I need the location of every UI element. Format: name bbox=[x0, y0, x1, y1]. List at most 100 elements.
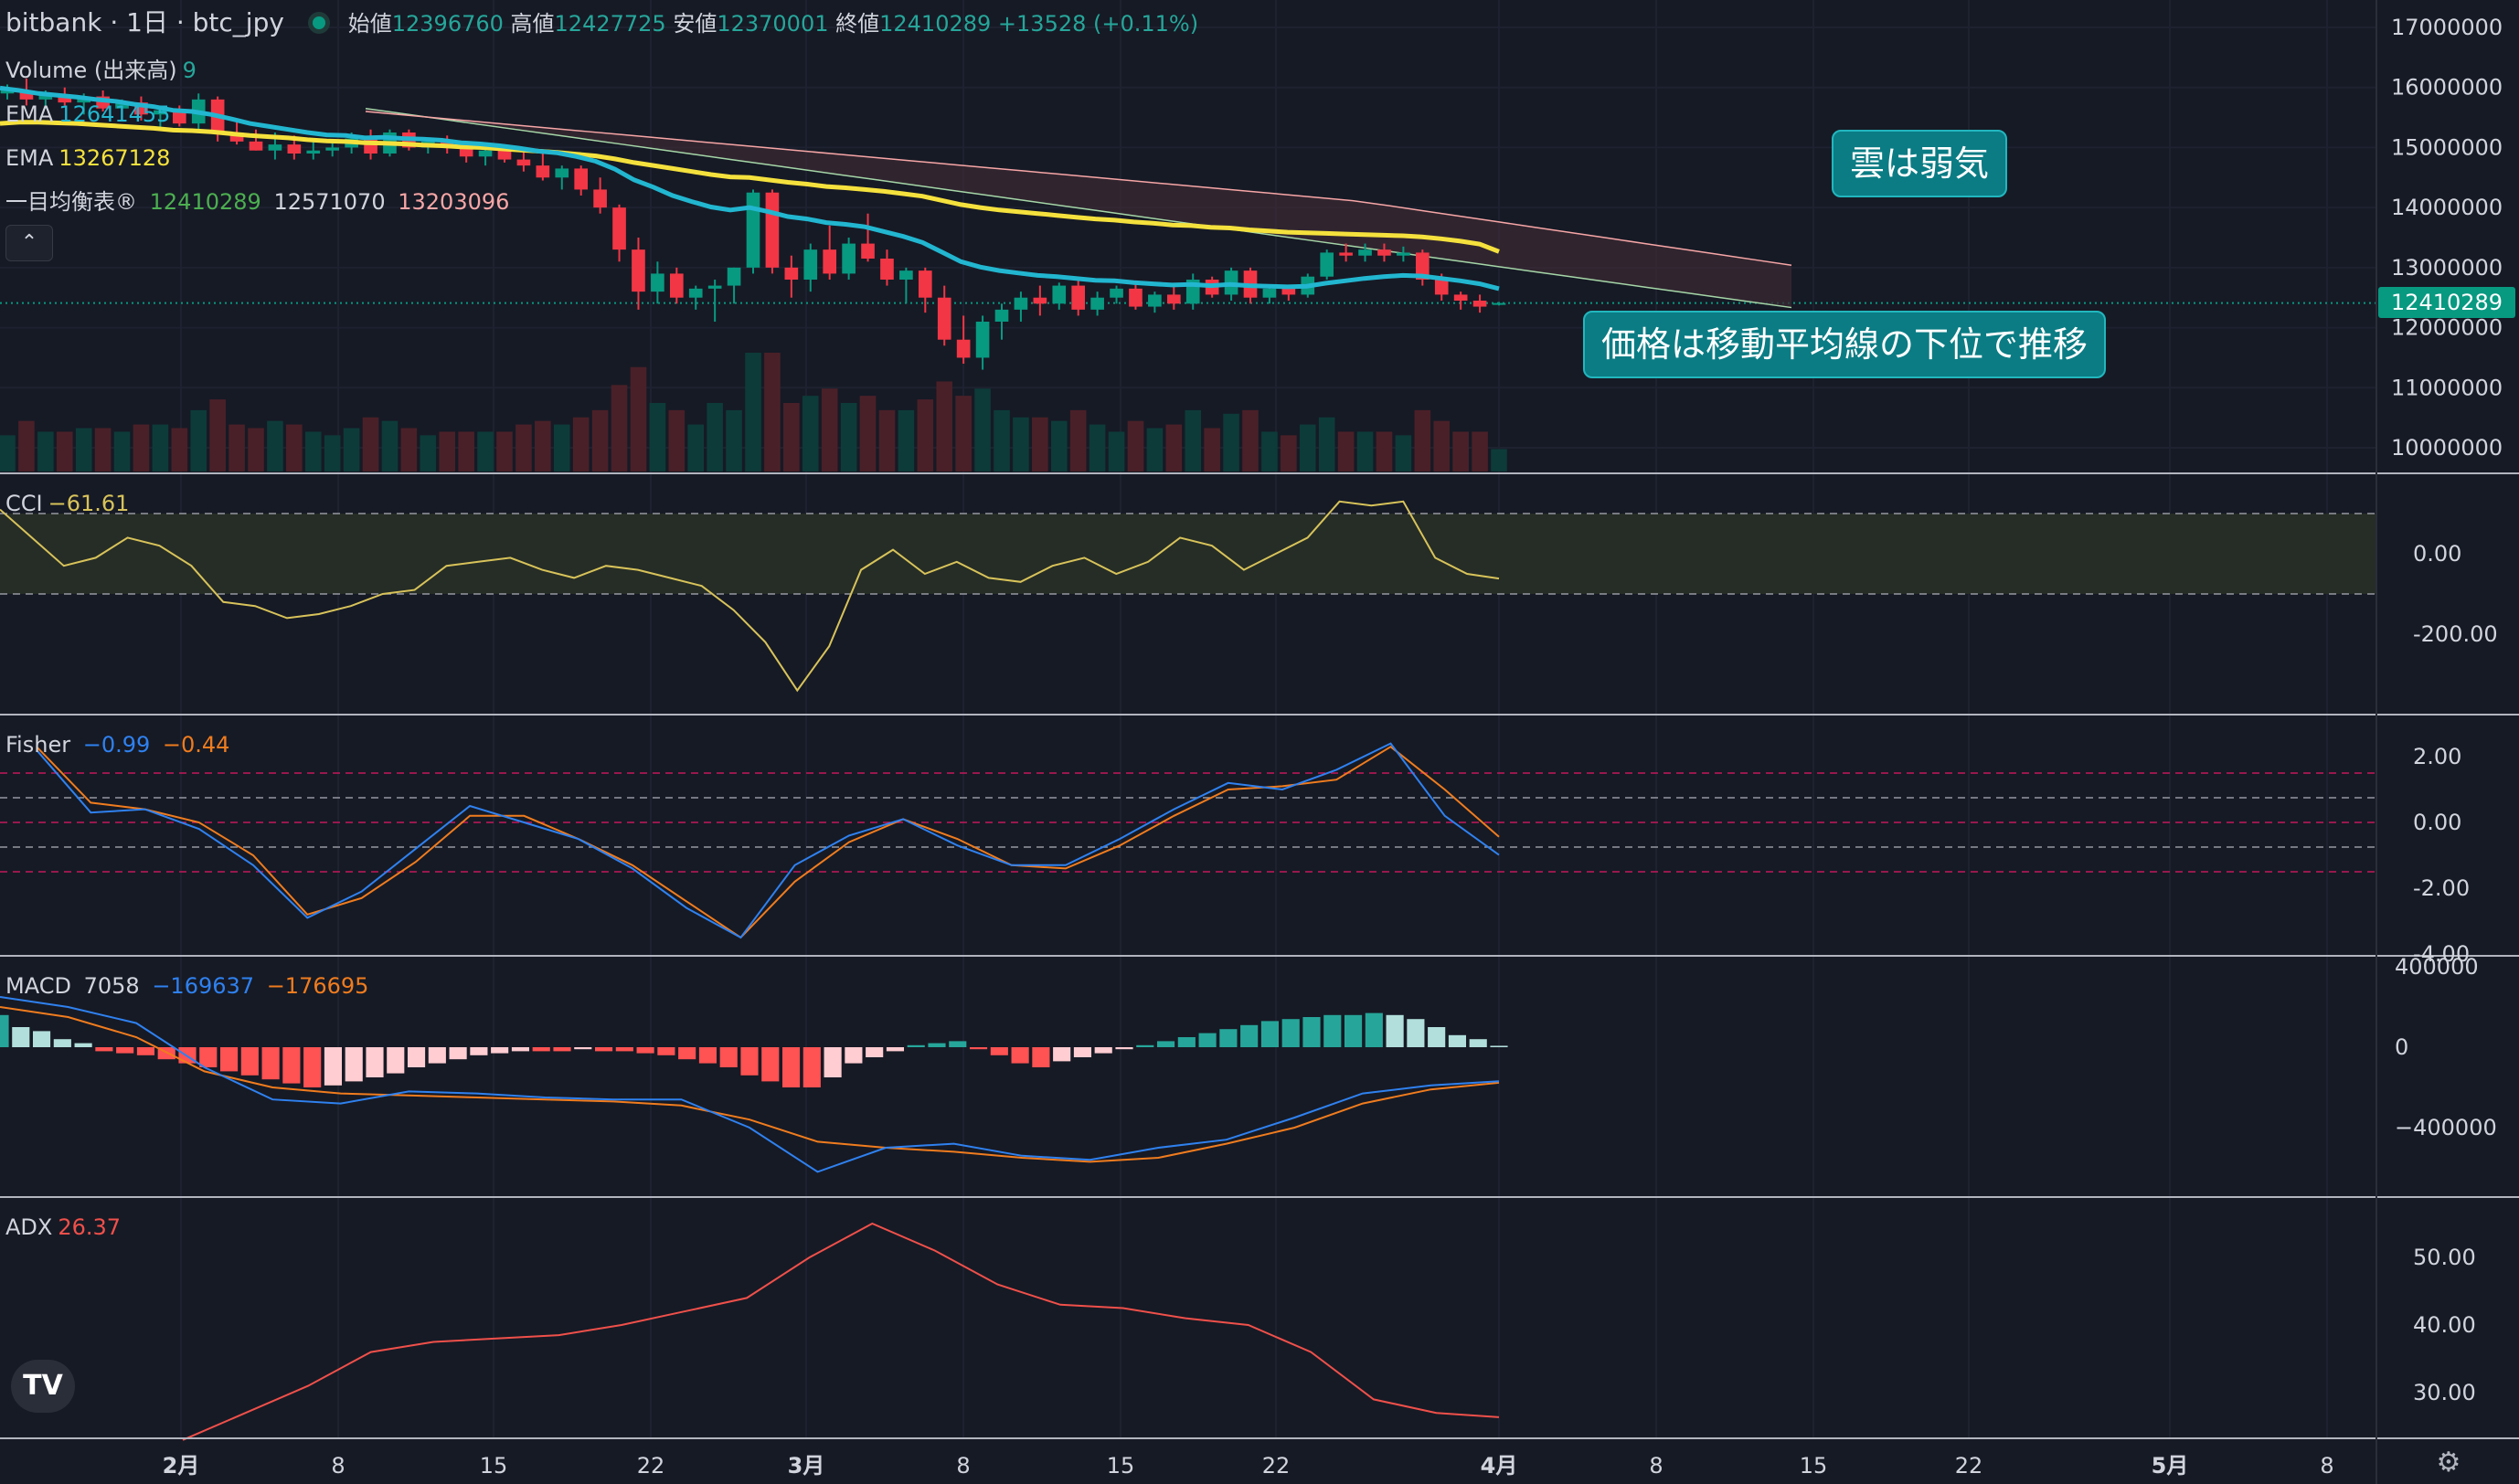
candle-body bbox=[306, 150, 321, 154]
price-pane[interactable] bbox=[0, 78, 1792, 472]
cci-value: −61.61 bbox=[48, 491, 130, 516]
macd-legend[interactable]: MACD 7058 −169637 −176695 bbox=[5, 972, 368, 1000]
macd-hist-bar bbox=[1407, 1019, 1425, 1047]
adx-legend[interactable]: ADX 26.37 bbox=[5, 1214, 121, 1241]
y-tick-label: 0.00 bbox=[2413, 810, 2461, 835]
y-tick-label: 16000000 bbox=[2391, 75, 2503, 101]
macd-hist-bar bbox=[219, 1047, 239, 1072]
x-tick-label: 15 bbox=[1107, 1453, 1135, 1479]
open-label: 始値 bbox=[347, 11, 392, 37]
candle-body bbox=[287, 144, 302, 154]
macd-hist-bar bbox=[761, 1047, 780, 1082]
candle-body bbox=[1397, 252, 1410, 256]
fisher-pane[interactable] bbox=[0, 742, 2376, 939]
macd-hist-bar bbox=[886, 1047, 905, 1052]
ema1-value: 12641455 bbox=[58, 101, 171, 127]
candle-body bbox=[325, 147, 340, 151]
volume-bar bbox=[802, 396, 819, 472]
candle-body bbox=[172, 110, 186, 124]
macd-hist-bar bbox=[1323, 1014, 1342, 1047]
fisher-value-2: −0.44 bbox=[162, 732, 230, 758]
macd-hist-bar bbox=[199, 1047, 218, 1067]
macd-pane[interactable] bbox=[0, 996, 1508, 1173]
volume-bar bbox=[171, 428, 188, 472]
volume-bar bbox=[1491, 449, 1507, 472]
volume-bar bbox=[687, 424, 705, 472]
chart-title: bitbank · 1日 · btc_jpy 始値12396760 高値1242… bbox=[5, 9, 1198, 37]
macd-value-2: −176695 bbox=[266, 973, 369, 999]
macd-hist-bar bbox=[1198, 1033, 1217, 1047]
volume-bar bbox=[821, 388, 838, 472]
candle-body bbox=[861, 243, 875, 259]
ema2-value: 13267128 bbox=[58, 145, 171, 171]
x-tick-label: 15 bbox=[480, 1453, 508, 1479]
volume-bar bbox=[1337, 431, 1355, 472]
cloud-callout: 雲は弱気 bbox=[1832, 130, 2008, 197]
volume-bar bbox=[1452, 431, 1469, 472]
candle-body bbox=[918, 270, 932, 298]
volume-value: 9 bbox=[182, 58, 197, 83]
y-tick-label: 0.00 bbox=[2413, 541, 2461, 567]
ma-callout-text: 価格は移動平均線の下位で推移 bbox=[1601, 324, 2089, 365]
macd-hist-bar bbox=[324, 1047, 343, 1086]
low-value: 12370001 bbox=[717, 11, 829, 37]
macd-hist-bar bbox=[303, 1047, 322, 1087]
volume-legend[interactable]: Volume (出来高) 9 bbox=[5, 57, 197, 84]
ichimoku-legend[interactable]: 一目均衡表® 12410289 12571070 13203096 bbox=[5, 188, 509, 216]
cloud-callout-text: 雲は弱気 bbox=[1850, 143, 1990, 184]
candle-body bbox=[1090, 297, 1104, 310]
macd-hist-bar bbox=[1053, 1047, 1071, 1062]
gear-icon[interactable]: ⚙ bbox=[2436, 1447, 2461, 1479]
tradingview-logo[interactable]: TV bbox=[11, 1360, 75, 1413]
collapse-legend-button[interactable]: ⌃ bbox=[5, 225, 53, 261]
candle-body bbox=[1052, 285, 1067, 304]
volume-bar bbox=[362, 417, 379, 472]
volume-bar bbox=[1281, 435, 1297, 472]
volume-bar bbox=[458, 431, 474, 472]
volume-bar bbox=[152, 424, 169, 472]
y-tick-label: 400000 bbox=[2395, 954, 2479, 980]
macd-hist-bar bbox=[345, 1047, 363, 1082]
volume-bar bbox=[840, 403, 857, 472]
fisher-legend[interactable]: Fisher −0.99 −0.44 bbox=[5, 731, 229, 758]
volume-bar bbox=[248, 428, 264, 472]
candle-body bbox=[823, 249, 837, 274]
candle-body bbox=[58, 94, 72, 103]
high-value: 12427725 bbox=[554, 11, 666, 37]
cci-legend[interactable]: CCI −61.61 bbox=[5, 490, 129, 517]
candle-body bbox=[1166, 294, 1181, 304]
macd-hist-bar bbox=[511, 1047, 530, 1052]
volume-bar bbox=[1414, 409, 1431, 472]
adx-pane[interactable] bbox=[182, 1222, 1500, 1441]
cci-pane[interactable] bbox=[0, 500, 2376, 693]
candle-body bbox=[19, 90, 34, 100]
macd-hist-bar bbox=[1490, 1045, 1508, 1047]
candle-body bbox=[1033, 297, 1047, 304]
span-b-line bbox=[365, 111, 1792, 266]
volume-bar bbox=[1185, 409, 1202, 472]
y-tick-label: -200.00 bbox=[2413, 621, 2498, 647]
macd-hist-bar bbox=[1448, 1034, 1467, 1047]
volume-bars bbox=[0, 353, 1507, 472]
fisher-value-1: −0.99 bbox=[82, 732, 151, 758]
candle-body bbox=[727, 267, 741, 286]
candle-body bbox=[632, 249, 645, 292]
volume-bar bbox=[1395, 435, 1412, 472]
x-tick-label: 2月 bbox=[163, 1453, 200, 1479]
macd-value-0: 7058 bbox=[83, 973, 140, 999]
macd-hist-bar bbox=[53, 1039, 71, 1047]
ema1-legend[interactable]: EMA 12641455 bbox=[5, 101, 170, 128]
y-tick-label: 10000000 bbox=[2391, 435, 2503, 461]
close-label: 終値 bbox=[835, 11, 880, 37]
candle-body bbox=[707, 285, 722, 289]
symbol-title: bitbank · 1日 · btc_jpy bbox=[5, 7, 284, 37]
macd-hist-bar bbox=[282, 1047, 301, 1084]
volume-bar bbox=[1433, 420, 1451, 472]
ichimoku-value-3: 13203096 bbox=[398, 189, 510, 215]
volume-bar bbox=[0, 435, 16, 472]
candle-body bbox=[842, 243, 856, 274]
ema2-legend[interactable]: EMA 13267128 bbox=[5, 144, 170, 172]
candle-body bbox=[478, 150, 493, 157]
volume-bar bbox=[955, 396, 972, 472]
